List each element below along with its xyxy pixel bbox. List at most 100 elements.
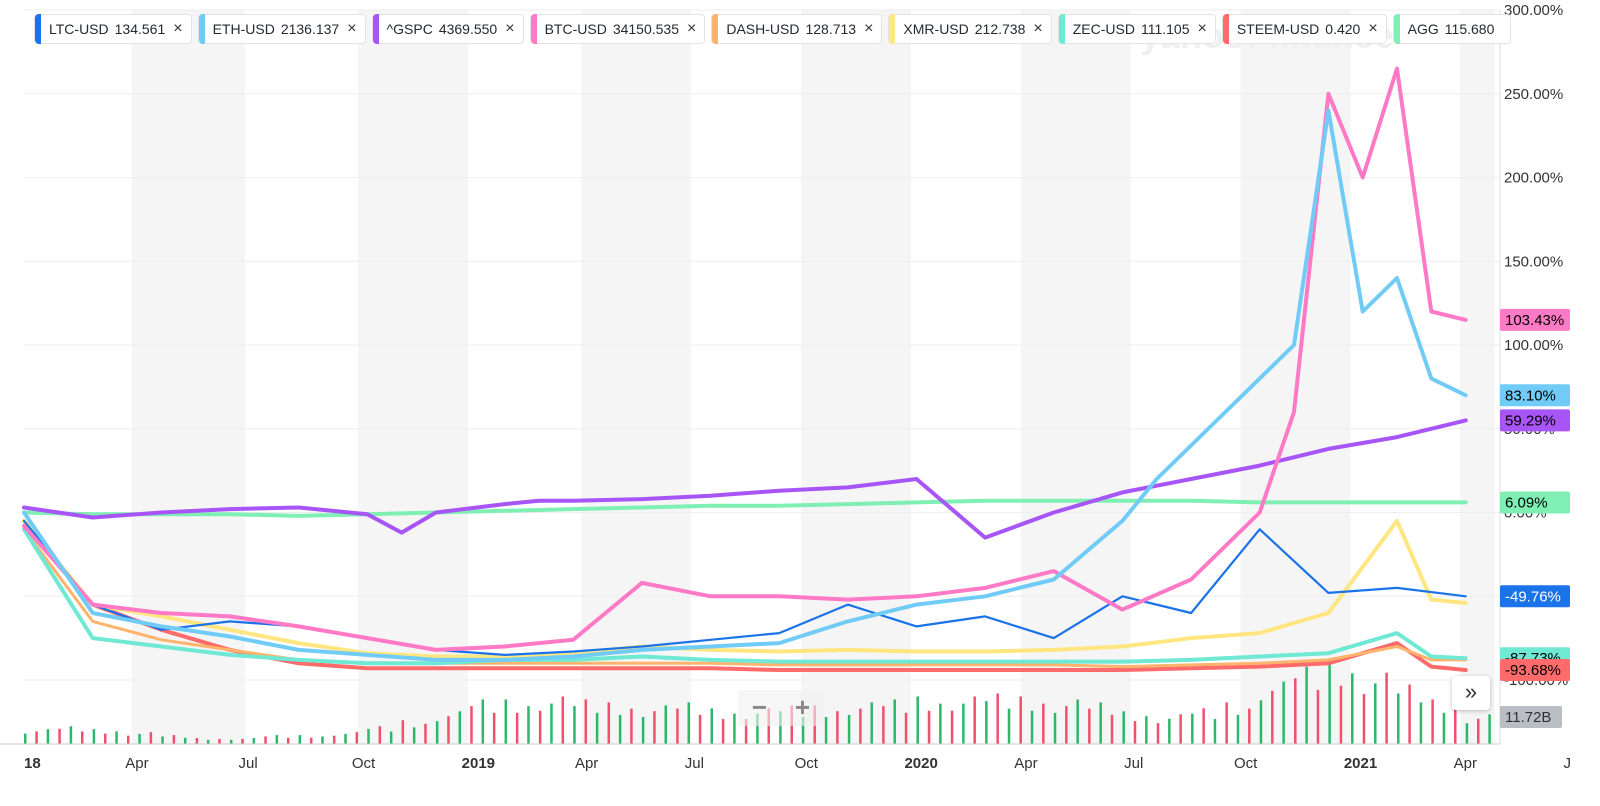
volume-bar xyxy=(515,712,519,744)
legend-color-swatch xyxy=(1058,14,1065,44)
end-label: 6.09% xyxy=(1505,494,1548,511)
legend-chip[interactable]: AGG 115.680 xyxy=(1392,14,1512,44)
legend-chip[interactable]: ^GSPC 4369.550 × xyxy=(371,14,524,44)
volume-bar xyxy=(1316,689,1320,744)
volume-bar xyxy=(1007,708,1011,744)
legend-symbol: ETH-USD xyxy=(212,21,275,37)
month-bands xyxy=(131,10,1495,744)
volume-bar xyxy=(103,733,107,744)
volume-bar xyxy=(1442,712,1446,744)
volume-bar xyxy=(1110,714,1114,744)
volume-bar xyxy=(1271,690,1274,744)
volume-bar xyxy=(138,733,141,744)
legend-chip[interactable]: BTC-USD 34150.535 × xyxy=(529,14,706,44)
legend-color-swatch xyxy=(712,14,719,44)
month-band xyxy=(1460,10,1495,744)
zoom-out-button[interactable]: − xyxy=(751,692,768,722)
volume-bar xyxy=(836,711,839,744)
volume-label: 11.72B xyxy=(1505,709,1551,726)
legend-symbol: ^GSPC xyxy=(386,21,433,37)
legend-color-swatch xyxy=(35,14,41,44)
series-end-labels: -49.76%83.10%59.29%103.43%-87.73%-93.68%… xyxy=(1500,308,1570,728)
volume-bar xyxy=(721,719,725,744)
volume-bar xyxy=(504,699,508,744)
volume-bar xyxy=(870,702,873,744)
volume-bar xyxy=(378,726,382,744)
close-icon[interactable]: × xyxy=(173,20,183,37)
volume-bar xyxy=(298,735,302,744)
volume-bar xyxy=(664,705,668,744)
volume-bar xyxy=(1419,702,1423,744)
close-icon[interactable]: × xyxy=(687,20,697,37)
volume-bar xyxy=(687,702,691,744)
volume-bar xyxy=(744,719,748,744)
y-tick-label: 100.00% xyxy=(1504,337,1563,354)
volume-bar xyxy=(962,703,965,744)
volume-bar xyxy=(126,735,130,744)
volume-bar xyxy=(1202,708,1205,744)
series-lines xyxy=(22,66,1468,672)
volume-bar xyxy=(1133,721,1137,744)
legend-symbol: XMR-USD xyxy=(903,21,969,37)
volume-bar xyxy=(1179,714,1182,744)
volume-bar xyxy=(401,720,405,744)
volume-bar xyxy=(1053,712,1057,744)
close-icon[interactable]: × xyxy=(1197,20,1207,37)
series-line xyxy=(22,519,1467,657)
legend-symbol: STEEM-USD xyxy=(1236,21,1320,37)
close-icon[interactable]: × xyxy=(864,20,874,37)
volume-bar xyxy=(412,727,416,744)
volume-bar xyxy=(69,726,73,744)
volume-bar xyxy=(1213,719,1217,744)
volume-bar xyxy=(309,737,313,744)
volume-bar xyxy=(595,712,599,744)
volume-bar xyxy=(447,716,450,744)
x-tick-label: 2021 xyxy=(1344,755,1377,772)
legend-symbol: ZEC-USD xyxy=(1072,21,1135,37)
legend-price: 2136.137 xyxy=(280,21,340,37)
x-tick-label: Apr xyxy=(1454,755,1477,772)
legend-chip[interactable]: STEEM-USD 0.420 × xyxy=(1221,14,1387,44)
volume-bar xyxy=(767,708,770,744)
series-line xyxy=(22,518,1468,659)
close-icon[interactable]: × xyxy=(505,20,515,37)
volume-bar xyxy=(241,738,244,744)
volume-bar xyxy=(80,731,84,744)
volume-bar xyxy=(183,737,187,744)
volume-bar xyxy=(218,738,221,744)
legend-chip[interactable]: ETH-USD 2136.137 × xyxy=(197,14,366,44)
zoom-controls: − + xyxy=(738,690,824,726)
volume-bar xyxy=(1488,714,1491,744)
close-icon[interactable]: × xyxy=(1033,20,1043,37)
volume-bar xyxy=(206,739,210,744)
x-tick-label: Jul xyxy=(1124,755,1143,772)
zoom-in-button[interactable]: + xyxy=(794,692,811,722)
legend-symbol: DASH-USD xyxy=(726,21,800,37)
volume-bar xyxy=(275,735,279,744)
volume-bar xyxy=(424,723,427,744)
volume-bar xyxy=(561,696,565,744)
volume-bar xyxy=(115,731,118,744)
end-label: -93.68% xyxy=(1505,662,1561,679)
legend-chip[interactable]: DASH-USD 128.713 × xyxy=(711,14,883,44)
volume-bar xyxy=(733,713,736,744)
legend-chip[interactable]: LTC-USD 134.561 × xyxy=(34,14,192,44)
x-tick-label: Apr xyxy=(1014,755,1037,772)
legend-price: 128.713 xyxy=(805,21,857,37)
series-line xyxy=(22,527,1468,666)
expand-button[interactable]: » xyxy=(1452,676,1490,710)
series-line xyxy=(22,498,1468,518)
volume-bar xyxy=(286,737,290,744)
close-icon[interactable]: × xyxy=(347,20,357,37)
y-tick-label: 150.00% xyxy=(1504,253,1563,270)
legend-price: 111.105 xyxy=(1140,21,1190,37)
legend-chip[interactable]: XMR-USD 212.738 × xyxy=(888,14,1052,44)
volume-bar xyxy=(538,710,542,744)
close-icon[interactable]: × xyxy=(1368,20,1378,37)
volume-bar xyxy=(1408,684,1411,744)
volume-bar xyxy=(630,708,633,744)
volume-bar xyxy=(1282,681,1285,744)
legend-chip[interactable]: ZEC-USD 111.105 × xyxy=(1057,14,1216,44)
volume-bar xyxy=(1248,708,1251,744)
